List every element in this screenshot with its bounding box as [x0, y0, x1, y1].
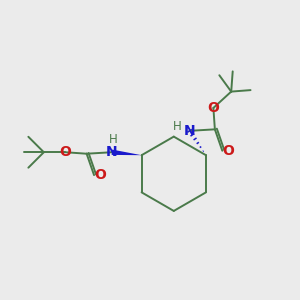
Polygon shape [112, 150, 142, 155]
Text: H: H [109, 133, 118, 146]
Text: N: N [106, 145, 118, 159]
Text: O: O [94, 168, 106, 182]
Text: H: H [173, 120, 182, 133]
Text: O: O [207, 101, 219, 115]
Text: O: O [222, 144, 234, 158]
Text: N: N [184, 124, 195, 138]
Text: O: O [59, 145, 71, 159]
